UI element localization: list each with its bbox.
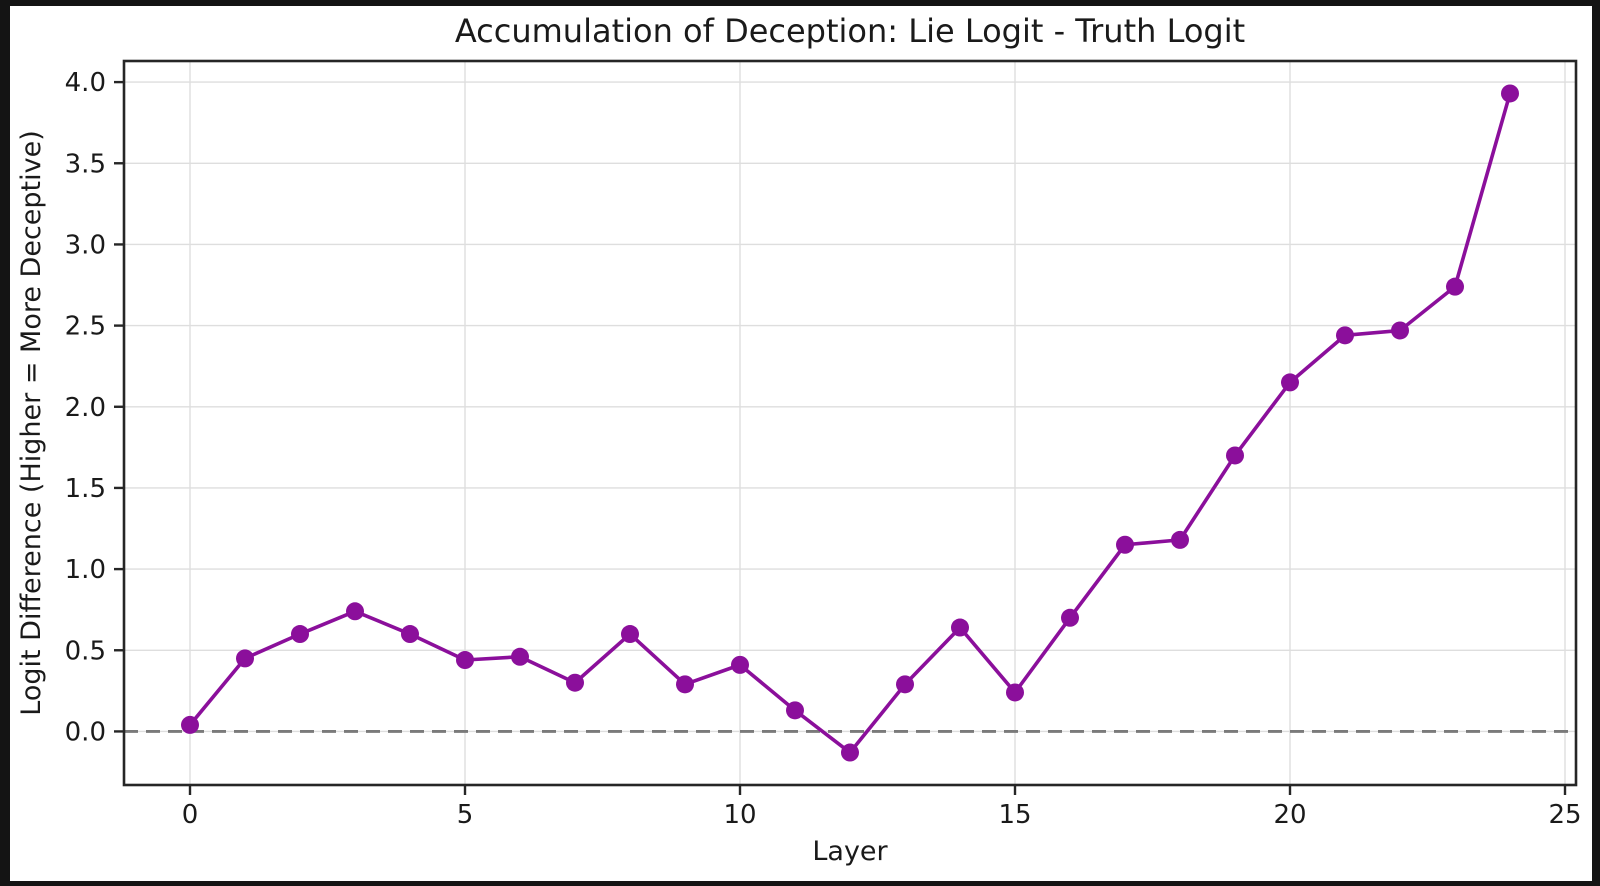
y-tick-label: 2.0: [65, 393, 106, 423]
figure-background: [10, 6, 1592, 881]
y-tick-labels: 0.0 0.5 1.0 1.5 2.0 2.5 3.0 3.5 4.0: [65, 68, 106, 747]
data-point: [291, 625, 309, 644]
data-point: [181, 715, 199, 734]
y-tick-label: 4.0: [65, 68, 106, 98]
chart-title: Accumulation of Deception: Lie Logit - T…: [455, 12, 1245, 50]
data-point: [1281, 373, 1299, 392]
x-axis-label: Layer: [812, 836, 888, 867]
y-tick-label: 0.0: [65, 717, 106, 747]
y-tick-label: 3.0: [65, 230, 106, 260]
x-tick-label: 10: [723, 800, 756, 830]
x-tick-labels: 0 5 10 15 20 25: [182, 800, 1582, 830]
data-point: [346, 602, 364, 621]
data-point: [676, 675, 694, 694]
data-point: [401, 625, 419, 644]
y-tick-label: 3.5: [65, 149, 106, 179]
data-point: [236, 649, 254, 668]
data-point: [1171, 530, 1189, 549]
data-point: [1336, 326, 1354, 345]
data-point: [511, 647, 529, 666]
data-point: [566, 673, 584, 692]
data-point: [1006, 683, 1024, 702]
y-tick-label: 2.5: [65, 312, 106, 342]
data-point: [621, 625, 639, 644]
y-tick-label: 0.5: [65, 636, 106, 666]
data-point: [1446, 277, 1464, 296]
data-point: [1061, 608, 1079, 627]
axes-frame: [122, 59, 1578, 787]
data-point: [841, 743, 859, 762]
data-point: [1116, 535, 1134, 554]
data-point: [456, 651, 474, 670]
x-tick-label: 25: [1548, 800, 1581, 830]
data-point: [1226, 446, 1244, 465]
x-tick-label: 0: [182, 800, 199, 830]
gridlines: [124, 61, 1576, 785]
y-tick-label: 1.0: [65, 555, 106, 585]
data-point: [896, 675, 914, 694]
y-axis-label: Logit Difference (Higher = More Deceptiv…: [16, 130, 47, 715]
data-point: [1391, 321, 1409, 340]
data-point: [951, 618, 969, 637]
data-point: [786, 701, 804, 720]
y-tick-label: 1.5: [65, 474, 106, 504]
x-tick-label: 15: [998, 800, 1031, 830]
data-point: [1501, 84, 1519, 103]
data-points: [181, 84, 1519, 762]
x-tick-label: 5: [457, 800, 474, 830]
x-tick-label: 20: [1273, 800, 1306, 830]
data-point: [731, 655, 749, 674]
tick-marks: [114, 80, 1567, 795]
